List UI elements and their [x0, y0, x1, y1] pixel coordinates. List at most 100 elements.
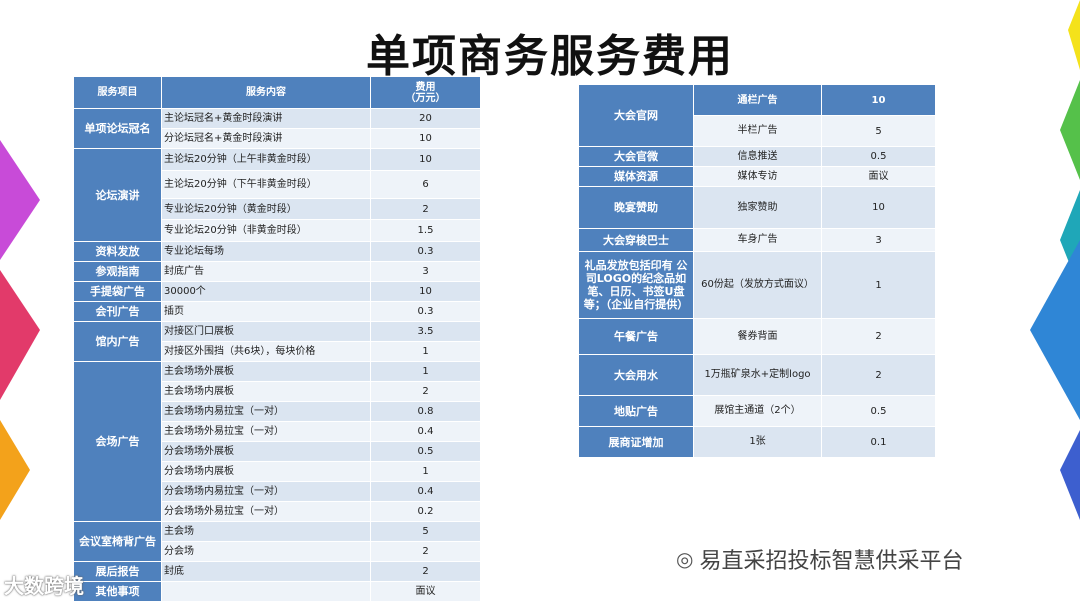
service-cell: 信息推送	[693, 146, 822, 167]
table-row: 媒体资源 媒体专访 面议	[578, 166, 936, 187]
service-cell: 主论坛20分钟（下午非黄金时段）	[161, 170, 371, 199]
service-cell: 主会场场内展板	[161, 381, 371, 402]
fee-cell: 0.5	[370, 441, 481, 462]
table-row: 馆内广告 对接区门口展板 3.5	[73, 321, 481, 362]
table-row: 参观指南 封底广告 3	[73, 261, 481, 282]
service-cell: 主会场场外展板	[161, 361, 371, 382]
category-cell: 展后报告	[73, 561, 162, 582]
category-cell: 展商证增加	[578, 426, 694, 458]
fee-cell: 2	[821, 354, 936, 396]
category-cell: 论坛演讲	[73, 148, 162, 242]
fee-cell: 0.2	[370, 501, 481, 522]
fee-cell: 2	[370, 541, 481, 562]
service-cell: 独家赞助	[693, 186, 822, 229]
service-cell: 主论坛20分钟（上午非黄金时段）	[161, 148, 371, 171]
column-header: 服务项目	[73, 76, 162, 109]
category-cell: 大会穿梭巴士	[578, 228, 694, 252]
service-cell: 专业论坛20分钟（非黄金时段）	[161, 219, 371, 242]
table-row: 分论坛冠名+黄金时段演讲 10	[74, 128, 481, 149]
service-cell: 分论坛冠名+黄金时段演讲	[161, 128, 371, 149]
table-row: 主会场场内展板 2	[74, 381, 481, 402]
service-cell: 主论坛冠名+黄金时段演讲	[161, 108, 371, 129]
table-row: 分会场场内易拉宝（一对） 0.4	[74, 481, 481, 502]
table-row: 大会穿梭巴士 车身广告 3	[578, 228, 936, 252]
fee-cell: 20	[370, 108, 481, 129]
service-cell: 分会场场内展板	[161, 461, 371, 482]
fee-cell: 0.3	[370, 241, 481, 262]
fee-cell: 面议	[370, 581, 481, 602]
service-cell: 封底	[161, 561, 371, 582]
table-row: 大会官网 通栏广告 10	[578, 84, 936, 147]
service-cell: 通栏广告	[693, 84, 822, 116]
service-cell: 媒体专访	[693, 166, 822, 187]
service-cell: 对接区门口展板	[161, 321, 371, 342]
fee-cell: 面议	[821, 166, 936, 187]
service-cell	[161, 581, 371, 602]
fee-cell: 3.5	[370, 321, 481, 342]
table-row: 分会场场外易拉宝（一对） 0.2	[74, 501, 481, 522]
category-cell: 大会官微	[578, 146, 694, 167]
table-row: 展商证增加 1张 0.1	[578, 426, 936, 458]
service-cell: 半栏广告	[693, 115, 822, 147]
fee-cell: 0.1	[821, 426, 936, 458]
table-row: 其他事项 面议	[73, 581, 481, 602]
fee-cell: 6	[370, 170, 481, 199]
left-decoration	[0, 140, 40, 520]
table-row: 大会官微 信息推送 0.5	[578, 146, 936, 167]
service-cell: 插页	[161, 301, 371, 322]
fee-cell: 2	[370, 198, 481, 220]
category-cell: 大会官网	[578, 84, 694, 147]
page-title: 单项商务服务费用	[366, 31, 734, 82]
table-row: 手提袋广告 30000个 10	[73, 281, 481, 302]
fee-cell: 3	[821, 228, 936, 252]
table-row: 会场广告 主会场场外展板 1	[73, 361, 481, 522]
service-cell: 分会场场内易拉宝（一对）	[161, 481, 371, 502]
service-cell: 主会场场内易拉宝（一对）	[161, 401, 371, 422]
fee-cell: 2	[370, 381, 481, 402]
wechat-icon: ◎	[676, 547, 694, 571]
fee-cell: 1.5	[370, 219, 481, 242]
watermark-right-text: 易直采招投标智慧供采平台	[699, 549, 964, 574]
category-cell: 单项论坛冠名	[73, 108, 162, 149]
table-row: 大会用水 1万瓶矿泉水+定制logo 2	[578, 354, 936, 396]
table-row: 主论坛20分钟（下午非黄金时段） 6	[74, 170, 481, 199]
category-cell: 会议室椅背广告	[73, 521, 162, 562]
watermark-left: 大数跨境	[4, 574, 84, 598]
fee-cell: 1	[370, 461, 481, 482]
table-row: 单项论坛冠名 主论坛冠名+黄金时段演讲 20	[73, 108, 481, 149]
category-cell: 会刊广告	[73, 301, 162, 322]
column-header: 费用 （万元）	[370, 76, 481, 109]
fee-cell: 2	[821, 318, 936, 355]
category-cell: 媒体资源	[578, 166, 694, 187]
category-cell: 礼品发放包括印有 公司LOGO的纪念品如笔、日历、书签U盘等；（企业自行提供）	[578, 251, 694, 319]
table-row: 地贴广告 展馆主通道（2个） 0.5	[578, 395, 936, 427]
table-row: 主会场场内易拉宝（一对） 0.8	[74, 401, 481, 422]
fee-cell: 1	[370, 341, 481, 362]
table-row: 会议室椅背广告 主会场 5	[73, 521, 481, 562]
category-cell: 资料发放	[73, 241, 162, 262]
category-cell: 午餐广告	[578, 318, 694, 355]
column-header: 服务内容	[161, 76, 371, 109]
category-cell: 大会用水	[578, 354, 694, 396]
table-row: 会刊广告 插页 0.3	[73, 301, 481, 322]
category-cell: 馆内广告	[73, 321, 162, 362]
fee-cell: 5	[821, 115, 936, 147]
fee-cell: 10	[370, 128, 481, 149]
table-row: 展后报告 封底 2	[73, 561, 481, 582]
table-row: 资料发放 专业论坛每场 0.3	[73, 241, 481, 262]
service-cell: 分会场场外展板	[161, 441, 371, 462]
watermark-right: ◎ 易直采招投标智慧供采平台	[676, 543, 963, 575]
service-cell: 1张	[693, 426, 822, 458]
fee-cell: 5	[370, 521, 481, 542]
fee-cell: 1	[370, 361, 481, 382]
service-cell: 60份起（发放方式面议）	[693, 251, 822, 319]
fee-cell: 10	[370, 281, 481, 302]
category-cell: 地贴广告	[578, 395, 694, 427]
service-cell: 分会场	[161, 541, 371, 562]
service-cell: 30000个	[161, 281, 371, 302]
category-cell: 参观指南	[73, 261, 162, 282]
service-cell: 车身广告	[693, 228, 822, 252]
table-row: 分会场 2	[74, 541, 481, 562]
table-row: 午餐广告 餐券背面 2	[578, 318, 936, 355]
table-row: 对接区外围挡（共6块），每块价格 1	[74, 341, 481, 362]
